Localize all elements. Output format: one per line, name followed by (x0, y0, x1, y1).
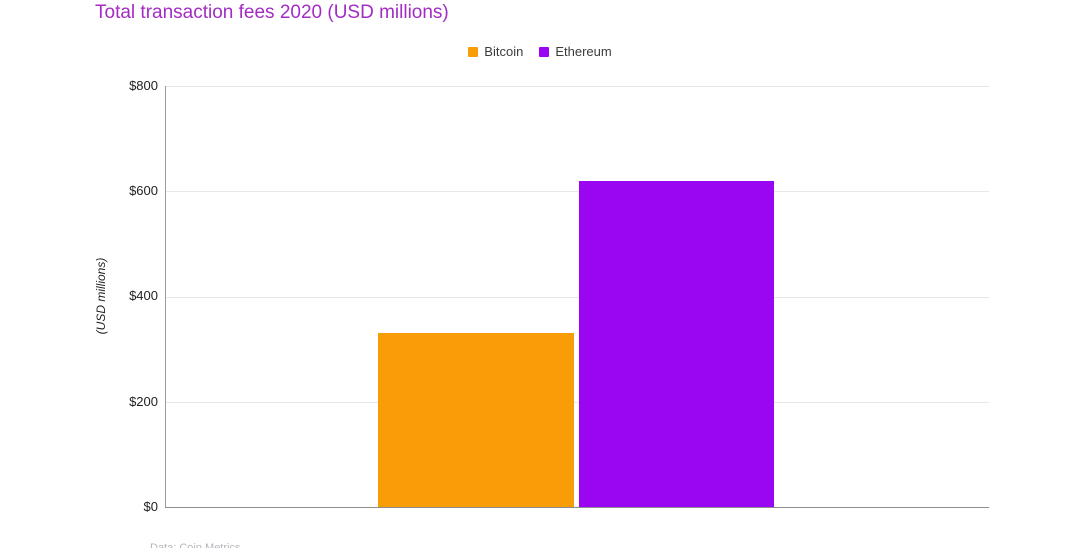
chart-title: Total transaction fees 2020 (USD million… (95, 2, 449, 23)
bar-bitcoin (378, 333, 574, 507)
legend-label-bitcoin: Bitcoin (484, 44, 524, 59)
legend-item-bitcoin: Bitcoin (468, 44, 523, 59)
y-tick-800: $800 (129, 78, 158, 93)
y-axis-title: (USD millions) (94, 257, 108, 335)
gridline-400 (166, 296, 989, 298)
gridline-200 (166, 401, 989, 403)
y-tick-600: $600 (129, 183, 158, 198)
y-tick-200: $200 (129, 394, 158, 409)
gridline-600 (166, 191, 989, 193)
bar-ethereum (579, 180, 774, 507)
legend: Bitcoin Ethereum (0, 44, 1080, 59)
y-tick-400: $400 (129, 288, 158, 303)
source-caption: Data: Coin Metrics (150, 542, 241, 548)
legend-label-ethereum: Ethereum (555, 44, 612, 59)
gridline-800 (166, 86, 989, 87)
ethereum-swatch-icon (539, 46, 550, 57)
y-tick-0: $0 (143, 499, 158, 514)
plot-area (165, 86, 989, 508)
legend-item-ethereum: Ethereum (539, 44, 612, 59)
bitcoin-swatch-icon (468, 46, 479, 57)
